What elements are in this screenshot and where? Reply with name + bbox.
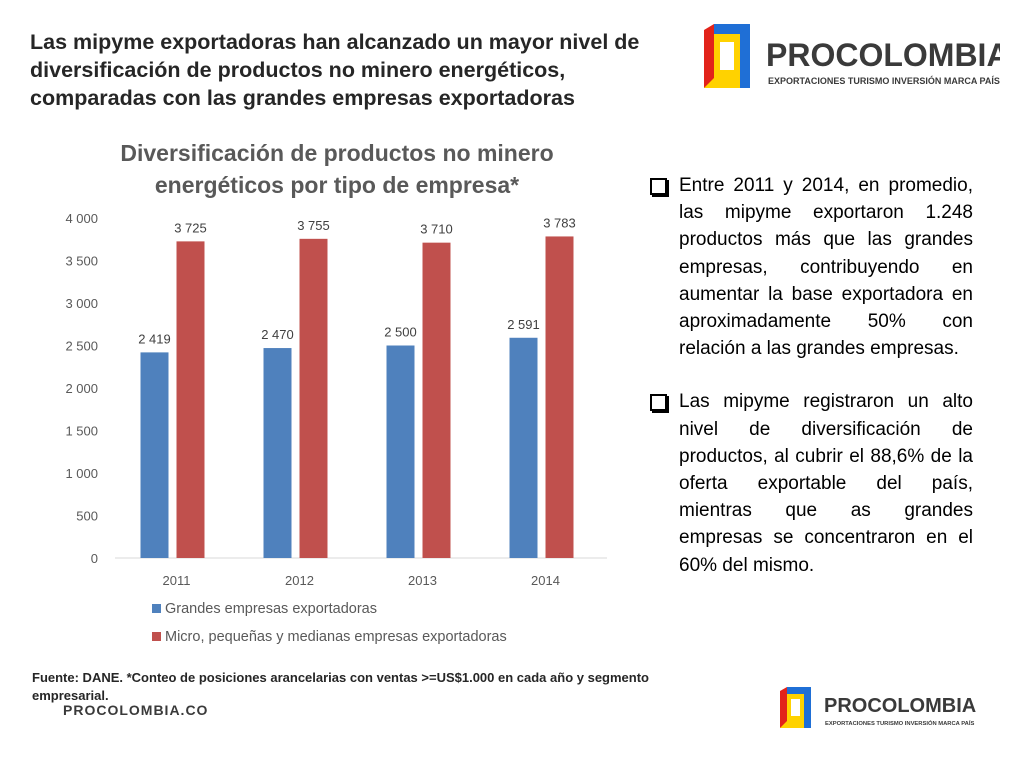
- y-tick-label: 0: [91, 551, 98, 566]
- logo-tagline-text: EXPORTACIONES TURISMO INVERSIÓN MARCA PA…: [768, 75, 1000, 86]
- data-label: 3 710: [420, 222, 453, 237]
- data-label: 2 500: [384, 325, 417, 340]
- y-tick-label: 3 000: [65, 296, 98, 311]
- legend-swatch: [152, 632, 161, 641]
- y-tick-label: 4 000: [65, 211, 98, 226]
- data-label: 2 419: [138, 331, 171, 346]
- logo-tagline-text: EXPORTACIONES TURISMO INVERSIÓN MARCA PA…: [825, 719, 974, 727]
- slide-title: Las mipyme exportadoras han alcanzado un…: [30, 30, 640, 110]
- source-note: Fuente: DANE. *Conteo de posiciones aran…: [32, 670, 649, 703]
- bar-grandes: [386, 345, 415, 558]
- bullet-text: Las mipyme registraron un alto nivel de …: [679, 391, 973, 576]
- x-tick-label: 2012: [285, 573, 314, 588]
- logo-brand-text: PROCOLOMBIA: [766, 37, 1000, 73]
- bar-grandes: [509, 337, 538, 558]
- data-label: 3 783: [543, 215, 576, 230]
- data-label: 2 470: [261, 327, 294, 342]
- x-tick-label: 2014: [531, 573, 560, 588]
- bar-chart: 0 500 1 000 1 500 2 000 2 500 3 000 3 500 4 000 2…: [65, 211, 607, 645]
- y-tick-label: 1 500: [65, 424, 98, 439]
- bullet-list: Entre 2011 y 2014, en promedio, las mipy…: [650, 172, 973, 605]
- x-tick-label: 2011: [163, 573, 191, 588]
- procolombia-logo-bottom: PROCOLOMBIA EXPORTACIONES TURISMO INVERS…: [780, 687, 976, 728]
- chart-title: Diversificación de productos no minero e…: [120, 140, 554, 198]
- legend-label: Micro, pequeñas y medianas empresas expo…: [165, 629, 507, 645]
- legend-label: Grandes empresas exportadoras: [165, 601, 377, 617]
- bar-grandes: [263, 348, 292, 558]
- legend-swatch: [152, 604, 161, 613]
- checkbox-bullet-icon: [650, 394, 667, 412]
- y-tick-label: 2 500: [65, 339, 98, 354]
- bar-mipyme: [299, 238, 328, 558]
- procolombia-emblem-icon: [704, 24, 750, 88]
- bar-mipyme: [176, 241, 205, 558]
- y-tick-label: 500: [76, 509, 98, 524]
- bullet-item: Entre 2011 y 2014, en promedio, las mipy…: [650, 172, 973, 362]
- logo-brand-text: PROCOLOMBIA: [824, 695, 976, 717]
- procolombia-logo-top: PROCOLOMBIA EXPORTACIONES TURISMO INVERS…: [704, 24, 1000, 88]
- bar-mipyme: [545, 236, 574, 558]
- y-tick-label: 2 000: [65, 381, 98, 396]
- data-label: 3 755: [297, 218, 330, 233]
- bar-grandes: [140, 352, 169, 558]
- data-label: 3 725: [174, 220, 207, 235]
- procolombia-emblem-icon: [780, 687, 811, 728]
- bar-mipyme: [422, 242, 451, 558]
- y-tick-label: 1 000: [65, 466, 98, 481]
- x-tick-label: 2013: [408, 573, 437, 588]
- checkbox-bullet-icon: [650, 178, 667, 195]
- bullet-text: Entre 2011 y 2014, en promedio, las mipy…: [679, 175, 973, 360]
- y-tick-label: 3 500: [65, 254, 98, 269]
- data-label: 2 591: [507, 317, 540, 332]
- bullet-item: Las mipyme registraron un alto nivel de …: [650, 388, 973, 578]
- site-url[interactable]: PROCOLOMBIA.CO: [63, 702, 209, 718]
